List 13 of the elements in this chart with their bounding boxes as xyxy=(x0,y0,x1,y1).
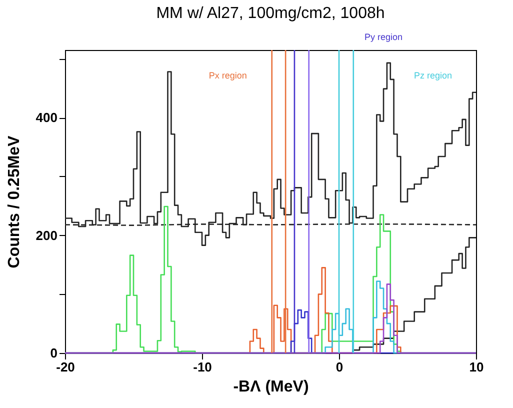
x-tick-label: -10 xyxy=(193,360,212,374)
x-tick-label: 0 xyxy=(336,360,344,374)
ref-line-label: Py region xyxy=(364,32,403,42)
y-axis-title: Counts / 0.25MeV xyxy=(6,135,23,268)
x-axis-title: -BΛ (MeV) xyxy=(233,378,309,396)
x-tick-label: -20 xyxy=(56,360,75,374)
chart-title: MM w/ Al27, 100mg/cm2, 1008h xyxy=(156,5,385,22)
y-tick-label: 400 xyxy=(36,110,58,126)
ref-line-label: Pz region xyxy=(414,70,452,80)
ref-line-label: Px region xyxy=(208,70,247,80)
y-tick-label: 200 xyxy=(36,228,58,243)
x-tick-label: 10 xyxy=(469,360,484,374)
y-tick-label: 0 xyxy=(50,346,58,360)
